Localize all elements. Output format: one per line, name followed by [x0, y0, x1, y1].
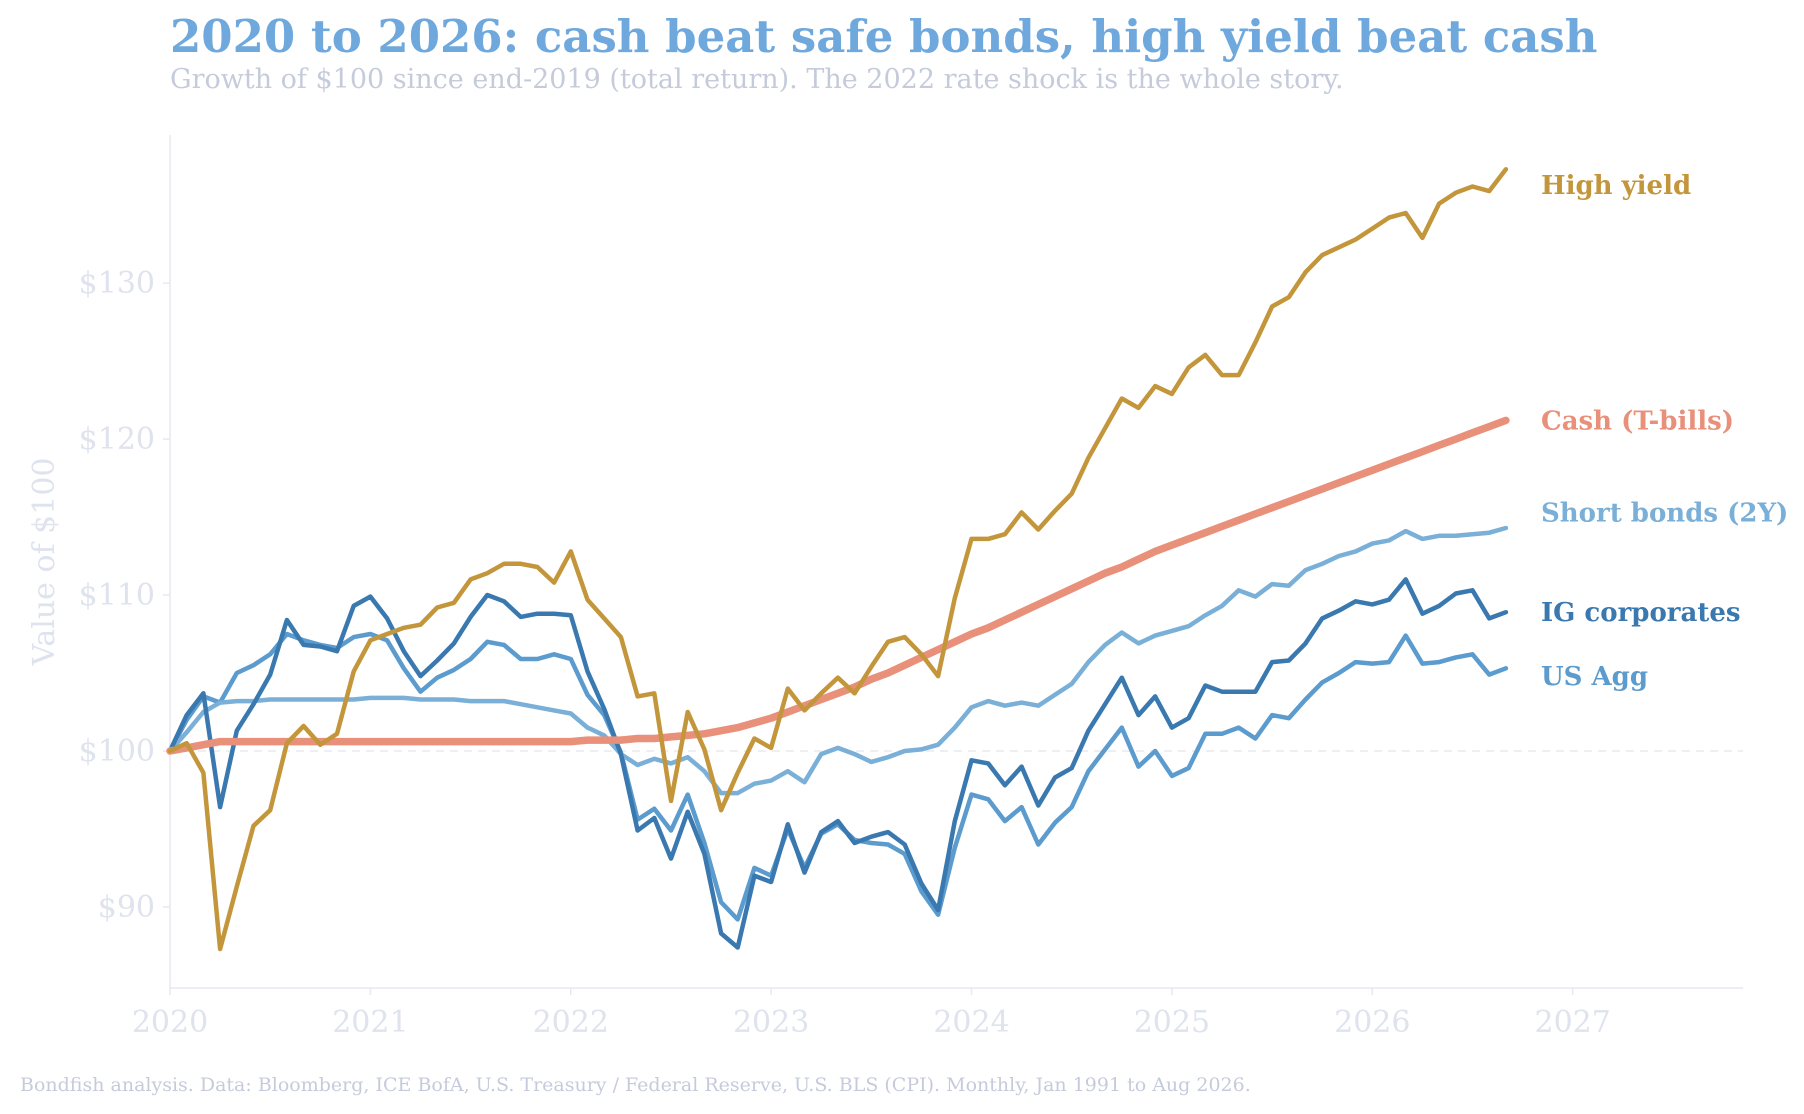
y-tick-label: $90: [98, 890, 155, 925]
chart-subtitle: Growth of $100 since end-2019 (total ret…: [170, 64, 1344, 95]
x-tick-label: 2026: [1334, 1005, 1410, 1040]
tick-labels: $90 $100 $110 $120 $130 2020 2021 2022 2023 2024 2…: [27, 266, 1611, 1040]
axes: [163, 135, 1743, 995]
cash-line: [166, 416, 1510, 755]
y-axis-label: Value of $100: [27, 457, 62, 666]
series-labels: High yield Cash (T-bills) Short bonds (2Y)…: [1541, 171, 1788, 692]
y-tick-label: $100: [79, 734, 155, 769]
x-tick-label: 2023: [733, 1005, 809, 1040]
label-cash: Cash (T-bills): [1541, 406, 1734, 436]
y-tick-label: $110: [79, 578, 155, 613]
x-tick-label: 2027: [1534, 1005, 1610, 1040]
x-tick-label: 2022: [533, 1005, 609, 1040]
x-tick-label: 2020: [132, 1005, 208, 1040]
y-tick-label: $130: [79, 266, 155, 301]
label-ig-corporates: IG corporates: [1541, 598, 1741, 628]
x-tick-label: 2025: [1134, 1005, 1210, 1040]
ig-corporates-line: [167, 577, 1509, 950]
x-tick-label: 2021: [332, 1005, 408, 1040]
label-high-yield: High yield: [1541, 171, 1691, 201]
label-us-agg: US Agg: [1541, 662, 1648, 692]
short-bonds-line: [167, 525, 1509, 796]
chart-title: 2020 to 2026: cash beat safe bonds, high…: [170, 10, 1598, 63]
label-short-bonds: Short bonds (2Y): [1541, 498, 1788, 528]
series-lines: [166, 167, 1510, 952]
y-tick-label: $120: [79, 422, 155, 457]
x-tick-label: 2024: [933, 1005, 1009, 1040]
source-footer: Bondfish analysis. Data: Bloomberg, ICE …: [20, 1074, 1251, 1096]
high-yield-line: [167, 167, 1509, 952]
